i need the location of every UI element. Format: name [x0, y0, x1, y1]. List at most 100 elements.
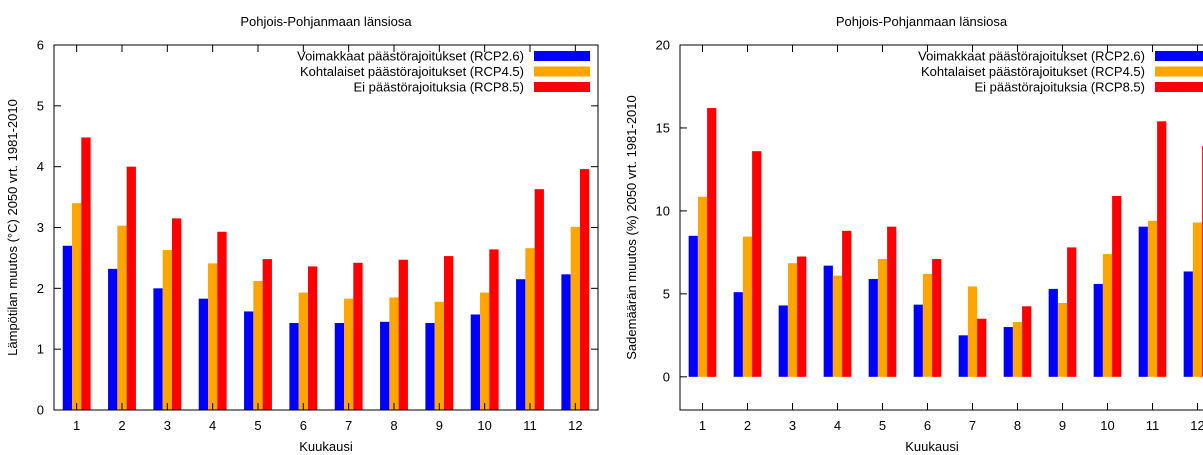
- bar-2-month-10: [480, 292, 490, 410]
- y-tick-label: 5: [663, 286, 670, 301]
- chart-title: Pohjois-Pohjanmaan länsiosa: [836, 14, 1008, 29]
- legend-label: Ei päästörajoituksia (RCP8.5): [353, 80, 524, 95]
- y-tick-label: 15: [656, 120, 670, 135]
- x-tick-label: 6: [924, 418, 931, 433]
- bar-3-month-1: [707, 108, 717, 377]
- bar-1-month-3: [778, 305, 788, 377]
- x-tick-label: 1: [73, 418, 80, 433]
- bar-1-month-7: [334, 323, 345, 410]
- x-tick-label: 9: [1059, 418, 1066, 433]
- x-tick-label: 11: [523, 418, 537, 433]
- legend-label: Kohtalaiset päästörajoitukset (RCP4.5): [300, 64, 524, 79]
- bar-3-month-7: [353, 262, 363, 410]
- bar-1-month-11: [1138, 226, 1148, 377]
- bar-3-month-10: [489, 249, 499, 410]
- chart-temperature: Pohjois-Pohjanmaan länsiosa Lämpötilan mu…: [5, 14, 599, 454]
- bar-1-month-12: [561, 274, 571, 410]
- bar-1-month-10: [470, 314, 481, 410]
- y-tick-label: 2: [37, 281, 44, 296]
- x-tick-label: 5: [254, 418, 261, 433]
- x-tick-label: 7: [969, 418, 976, 433]
- bar-1-month-4: [823, 265, 833, 377]
- y-tick-label: 5: [37, 98, 44, 113]
- bars-group: [62, 137, 590, 410]
- bar-2-month-1: [72, 203, 82, 410]
- bar-3-month-2: [752, 151, 762, 377]
- bar-3-month-5: [262, 259, 272, 410]
- bar-1-month-10: [1093, 283, 1103, 377]
- bar-2-month-4: [208, 263, 218, 410]
- x-axis-label: Kuukausi: [905, 439, 959, 454]
- y-tick-label: 6: [37, 38, 44, 53]
- bar-3-month-2: [126, 166, 136, 410]
- bar-3-month-9: [1067, 247, 1077, 377]
- bar-2-month-3: [787, 263, 798, 377]
- bar-1-month-8: [1003, 327, 1013, 377]
- bar-1-month-5: [244, 311, 254, 410]
- y-tick-label: 20: [656, 38, 670, 53]
- x-tick-label: 5: [879, 418, 886, 433]
- legend-swatch: [534, 51, 590, 61]
- bar-3-month-4: [842, 230, 852, 377]
- bar-2-month-11: [525, 248, 535, 410]
- x-tick-label: 8: [390, 418, 397, 433]
- bar-1-month-6: [913, 304, 923, 377]
- bar-1-month-3: [153, 288, 163, 410]
- y-tick-label: 1: [37, 342, 44, 357]
- chart-title: Pohjois-Pohjanmaan länsiosa: [240, 14, 412, 29]
- bar-2-month-1: [697, 196, 708, 377]
- bar-2-month-5: [253, 281, 263, 410]
- x-tick-label: 12: [1190, 418, 1203, 433]
- bar-3-month-8: [1022, 306, 1032, 377]
- bar-3-month-3: [797, 256, 807, 377]
- bar-1-month-6: [289, 323, 299, 410]
- legend-label: Voimakkaat päästörajoitukset (RCP2.6): [918, 49, 1145, 64]
- y-tick-label: 3: [37, 220, 44, 235]
- x-tick-label: 4: [209, 418, 216, 433]
- x-tick-label: 3: [789, 418, 796, 433]
- bar-2-month-12: [1192, 222, 1203, 377]
- x-tick-label: 10: [477, 418, 491, 433]
- bar-1-month-4: [198, 298, 209, 410]
- legend-swatch: [1155, 66, 1203, 77]
- bar-1-month-7: [958, 335, 968, 377]
- legend-label: Kohtalaiset päästörajoitukset (RCP4.5): [921, 64, 1145, 79]
- bar-3-month-10: [1112, 195, 1122, 377]
- x-axis-label: Kuukausi: [299, 439, 353, 454]
- bar-2-month-5: [877, 259, 888, 377]
- bar-3-month-6: [307, 266, 318, 410]
- bar-1-month-11: [516, 279, 526, 410]
- bar-3-month-7: [977, 318, 987, 377]
- x-tick-label: 11: [1146, 418, 1160, 433]
- bar-1-month-9: [1048, 288, 1058, 377]
- bar-3-month-1: [81, 137, 91, 410]
- x-tick-label: 10: [1100, 418, 1114, 433]
- bar-3-month-12: [579, 169, 590, 410]
- bar-1-month-2: [108, 268, 118, 410]
- bar-2-month-12: [570, 226, 580, 410]
- bar-2-month-9: [434, 301, 444, 410]
- bar-1-month-5: [868, 278, 878, 377]
- bar-2-month-10: [1102, 254, 1113, 377]
- x-tick-label: 9: [436, 418, 443, 433]
- bar-1-month-1: [688, 235, 698, 377]
- bar-3-month-5: [887, 226, 897, 377]
- bar-3-month-3: [171, 218, 182, 410]
- bar-2-month-9: [1057, 302, 1068, 377]
- bar-2-month-8: [1012, 322, 1023, 377]
- legend-label: Voimakkaat päästörajoitukset (RCP2.6): [297, 49, 524, 64]
- bar-2-month-8: [389, 297, 399, 410]
- x-tick-label: 1: [699, 418, 706, 433]
- legend-swatch: [534, 82, 590, 92]
- x-tick-label: 2: [744, 418, 751, 433]
- y-tick-label: 0: [37, 403, 44, 418]
- x-tick-label: 2: [118, 418, 125, 433]
- bar-2-month-2: [117, 225, 127, 410]
- y-tick-label: 0: [663, 369, 670, 384]
- bar-2-month-6: [298, 292, 308, 410]
- bar-1-month-2: [733, 292, 743, 377]
- chart-precipitation: Pohjois-Pohjanmaan länsiosa Sademäärän mu…: [624, 14, 1203, 454]
- y-tick-label: 4: [37, 159, 44, 174]
- bar-2-month-3: [162, 250, 172, 410]
